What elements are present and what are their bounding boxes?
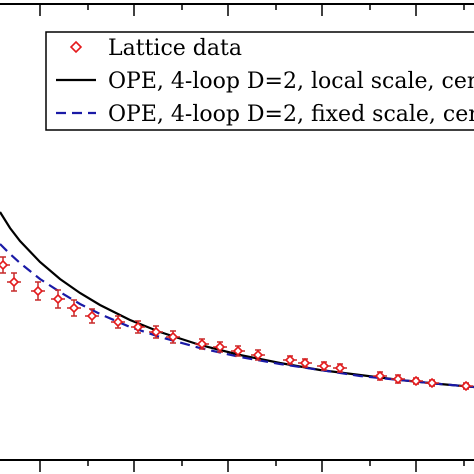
diamond-marker <box>52 293 64 305</box>
lattice-point <box>131 320 145 334</box>
lattice-point <box>31 281 45 301</box>
diamond-marker <box>86 310 98 322</box>
diamond-marker <box>112 316 124 328</box>
legend-entry-local: OPE, 4-loop D=2, local scale, cen <box>56 69 474 94</box>
lattice-point <box>85 308 99 324</box>
diamond-marker <box>32 285 44 297</box>
lattice-point <box>0 256 10 274</box>
legend-entry-lattice: Lattice data <box>69 36 242 61</box>
lattice-point <box>425 377 439 389</box>
lattice-point <box>283 354 297 366</box>
diamond-marker <box>318 360 330 372</box>
lattice-point <box>166 330 180 344</box>
fixed-scale-curve <box>0 243 474 389</box>
diamond-marker <box>196 338 208 350</box>
axes-frame <box>0 3 474 472</box>
legend: Lattice data OPE, 4-loop D=2, local scal… <box>45 31 474 131</box>
diamond-marker <box>374 370 386 382</box>
diamond-marker <box>426 377 438 389</box>
lattice-point <box>111 315 125 329</box>
lattice-point <box>67 299 81 317</box>
diamond-marker <box>299 357 311 369</box>
diamond-marker <box>392 373 404 385</box>
legend-entry-fixed: OPE, 4-loop D=2, fixed scale, cen <box>56 102 474 127</box>
lattice-point <box>333 362 347 374</box>
diamond-marker <box>284 354 296 366</box>
diamond-marker <box>460 380 472 392</box>
lattice-point <box>195 338 209 350</box>
lattice-points <box>0 256 473 392</box>
diamond-marker <box>167 331 179 343</box>
diamond-marker <box>410 375 422 387</box>
legend-box <box>45 31 474 131</box>
axis-ticks <box>39 4 465 472</box>
legend-label-fixed: OPE, 4-loop D=2, fixed scale, cen <box>108 102 474 127</box>
lattice-point <box>7 272 21 292</box>
diamond-marker <box>8 276 20 288</box>
diamond-marker <box>334 362 346 374</box>
legend-label-local: OPE, 4-loop D=2, local scale, cen <box>108 69 474 94</box>
lattice-point <box>409 375 423 387</box>
diamond-marker <box>132 321 144 333</box>
legend-diamond-marker <box>69 40 83 54</box>
diamond-marker <box>252 349 264 361</box>
lattice-point <box>231 345 245 357</box>
lattice-point <box>51 289 65 309</box>
lattice-point <box>317 360 331 372</box>
lattice-point <box>298 357 312 369</box>
lattice-point <box>149 325 163 339</box>
lattice-point <box>213 341 227 353</box>
diamond-marker <box>68 302 80 314</box>
diamond-marker <box>214 341 226 353</box>
lattice-point <box>459 380 473 392</box>
lattice-point <box>391 373 405 385</box>
diamond-marker <box>150 326 162 338</box>
legend-label-lattice: Lattice data <box>108 36 242 61</box>
diamond-marker <box>0 259 9 271</box>
lattice-point <box>373 370 387 382</box>
diamond-marker <box>232 345 244 357</box>
lattice-point <box>251 349 265 361</box>
